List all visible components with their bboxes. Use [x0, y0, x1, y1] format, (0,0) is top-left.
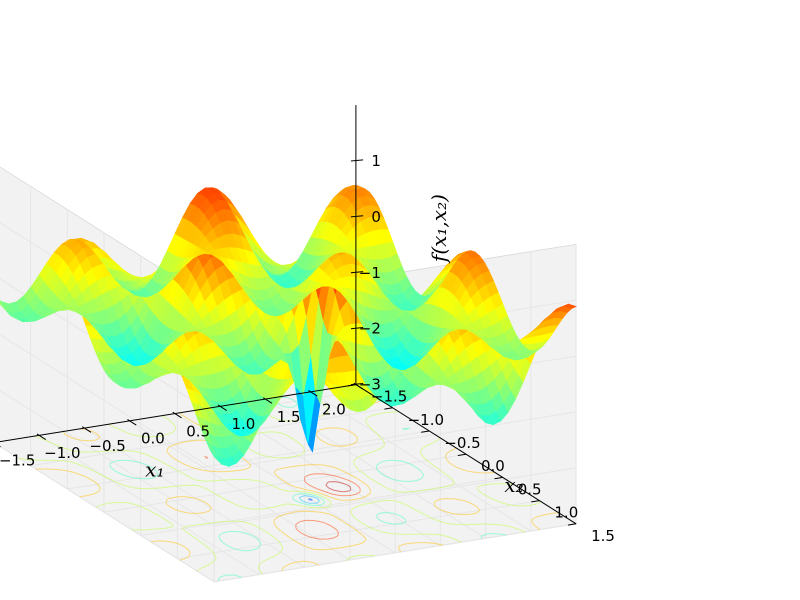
x-tick-label: 2.0	[322, 401, 346, 419]
grid-line-y-floor	[103, 453, 467, 513]
y-tick	[567, 523, 577, 526]
y-tick-label: 1.5	[591, 527, 615, 545]
contour-level	[325, 481, 352, 493]
z-tick	[350, 327, 364, 330]
contour-level	[204, 410, 361, 540]
x-tick	[127, 419, 137, 426]
y-tick	[457, 453, 467, 456]
y-tick-label: −0.5	[444, 434, 480, 452]
y-tick-label: 0.5	[518, 480, 542, 498]
grid-line-z-left	[0, 445, 215, 583]
grid-line-z-back	[214, 467, 577, 527]
y-axis-label: x₂	[504, 473, 523, 497]
y-tick-label: 0.0	[481, 457, 505, 475]
contour-level	[308, 498, 313, 501]
x-tick	[217, 404, 228, 411]
z-tick	[350, 382, 364, 386]
x-tick	[262, 397, 273, 404]
y-tick-label: 1.0	[554, 504, 578, 522]
axes: −2.0−1.5−1.0−0.50.00.51.01.52.0 x₁ −1.5−…	[0, 105, 615, 545]
y-ticks: −1.5−1.0−0.50.0 0.5 1.0 1.5	[347, 384, 615, 545]
z-tick-label: 1	[371, 152, 381, 170]
y-tick-label: −1.0	[408, 411, 444, 429]
z-tick	[350, 159, 364, 162]
surface-patch	[347, 185, 362, 191]
y-axis: −1.5−1.0−0.50.0 0.5 1.0 1.5 x₂	[347, 384, 615, 545]
contour-level	[298, 495, 320, 504]
x-tick-label: −0.5	[89, 437, 125, 455]
x-tick-label: 0.5	[186, 422, 210, 440]
x-ticks: −2.0−1.5−1.0−0.50.00.51.01.52.0	[0, 382, 363, 469]
y-tick	[494, 476, 503, 480]
z-axis: −3 −2 −1 0 1 f(x₁,x₂)	[350, 105, 451, 394]
surface-mesh	[0, 185, 577, 467]
y-tick-label: −1.5	[371, 388, 407, 406]
grid-line-z-back	[214, 523, 577, 583]
grid-line-z-left	[0, 389, 215, 527]
y-tick	[347, 384, 356, 387]
x-tick-label: 1.5	[277, 408, 301, 426]
x-tick	[308, 390, 318, 397]
grid-line-z-back	[214, 411, 577, 471]
z-ticks: −3 −2 −1 0 1	[350, 152, 381, 394]
x-tick-label: −1.0	[44, 444, 80, 462]
x-tick	[81, 426, 92, 433]
y-tick	[384, 407, 393, 410]
z-tick-label: 0	[371, 208, 381, 226]
x-tick	[172, 411, 182, 419]
z-tick	[350, 215, 364, 218]
grid-line-y-floor	[67, 430, 430, 490]
z-tick-label: −1	[359, 264, 381, 282]
x-tick-label: 1.0	[231, 415, 255, 433]
z-tick-label: −2	[359, 320, 381, 338]
x-tick-label: 0.0	[141, 430, 165, 448]
grid-line-z-left	[0, 334, 215, 471]
y-tick	[531, 500, 540, 503]
x-tick-label: −1.5	[0, 451, 35, 469]
z-tick-label: −3	[359, 376, 381, 394]
x-axis: −2.0−1.5−1.0−0.50.00.51.01.52.0 x₁	[0, 382, 363, 482]
z-tick	[350, 271, 364, 274]
x-axis-label: x₁	[145, 458, 164, 482]
z-axis-label: f(x₁,x₂)	[427, 194, 451, 264]
x-tick	[36, 433, 47, 440]
y-tick	[421, 430, 430, 433]
